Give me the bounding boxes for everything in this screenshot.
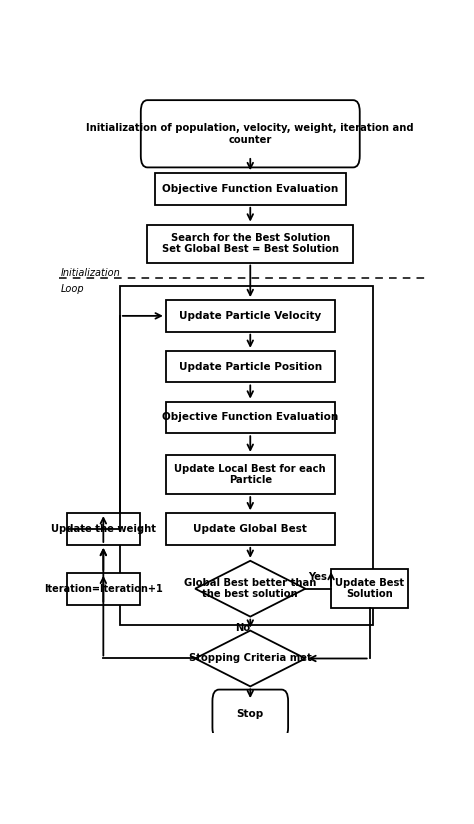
Text: No: No [236, 623, 250, 633]
Text: Update the weight: Update the weight [51, 524, 156, 534]
Bar [166, 513, 335, 545]
Text: Global Best better than
the best solution: Global Best better than the best solutio… [184, 578, 317, 600]
Bar [166, 351, 335, 382]
Text: Yes: Yes [308, 573, 327, 583]
Bar [166, 300, 335, 332]
Text: Loop: Loop [61, 284, 85, 294]
Text: Objective Function Evaluation: Objective Function Evaluation [162, 412, 338, 423]
Text: Stopping Criteria met: Stopping Criteria met [189, 653, 311, 663]
Bar [166, 455, 335, 494]
Text: Update Global Best: Update Global Best [193, 524, 307, 534]
Text: Iteration=Iteration+1: Iteration=Iteration+1 [44, 583, 163, 594]
Bar [120, 286, 374, 625]
Polygon shape [195, 561, 305, 616]
Polygon shape [195, 630, 305, 686]
Text: Search for the Best Solution
Set Global Best = Best Solution: Search for the Best Solution Set Global … [162, 232, 339, 255]
Bar [331, 569, 408, 608]
Text: Objective Function Evaluation: Objective Function Evaluation [162, 184, 338, 194]
Bar [147, 224, 353, 263]
Text: Initialization: Initialization [61, 268, 121, 278]
Bar [155, 173, 346, 205]
Bar [66, 513, 140, 545]
Text: Update Particle Velocity: Update Particle Velocity [179, 311, 321, 321]
Text: Update Particle Position: Update Particle Position [179, 362, 322, 372]
FancyBboxPatch shape [141, 101, 360, 167]
Bar [166, 401, 335, 433]
FancyBboxPatch shape [212, 690, 288, 739]
Text: Update Best
Solution: Update Best Solution [335, 578, 404, 600]
Bar [66, 573, 140, 605]
Text: Stop: Stop [237, 709, 264, 719]
Text: Update Local Best for each
Particle: Update Local Best for each Particle [174, 464, 326, 485]
Text: Initialization of population, velocity, weight, iteration and
counter: Initialization of population, velocity, … [86, 123, 414, 144]
